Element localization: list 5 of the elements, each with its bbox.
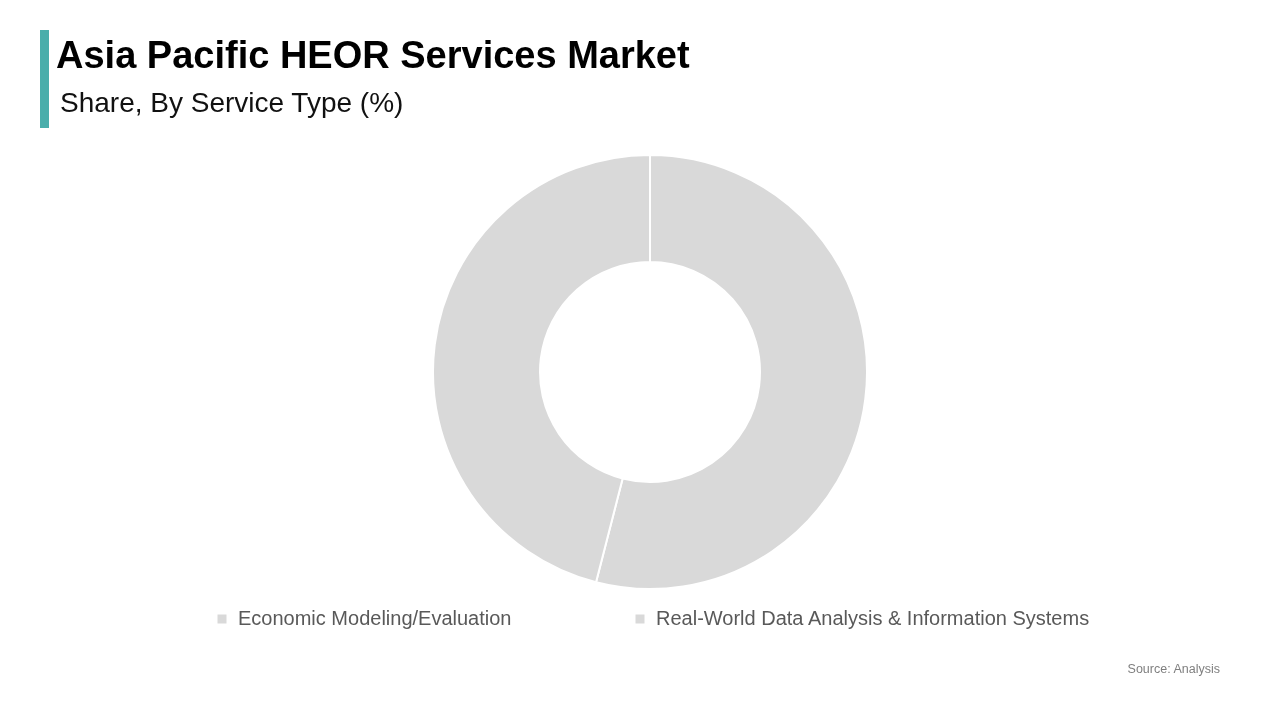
legend-label: Economic Modeling/Evaluation: [238, 607, 512, 629]
chart-title: Asia Pacific HEOR Services Market: [56, 33, 690, 78]
source-note: Source: Analysis: [1127, 662, 1220, 676]
legend-label: Real-World Data Analysis & Information Systems: [656, 607, 1090, 629]
chart-subtitle: Share, By Service Type (%): [60, 86, 404, 120]
